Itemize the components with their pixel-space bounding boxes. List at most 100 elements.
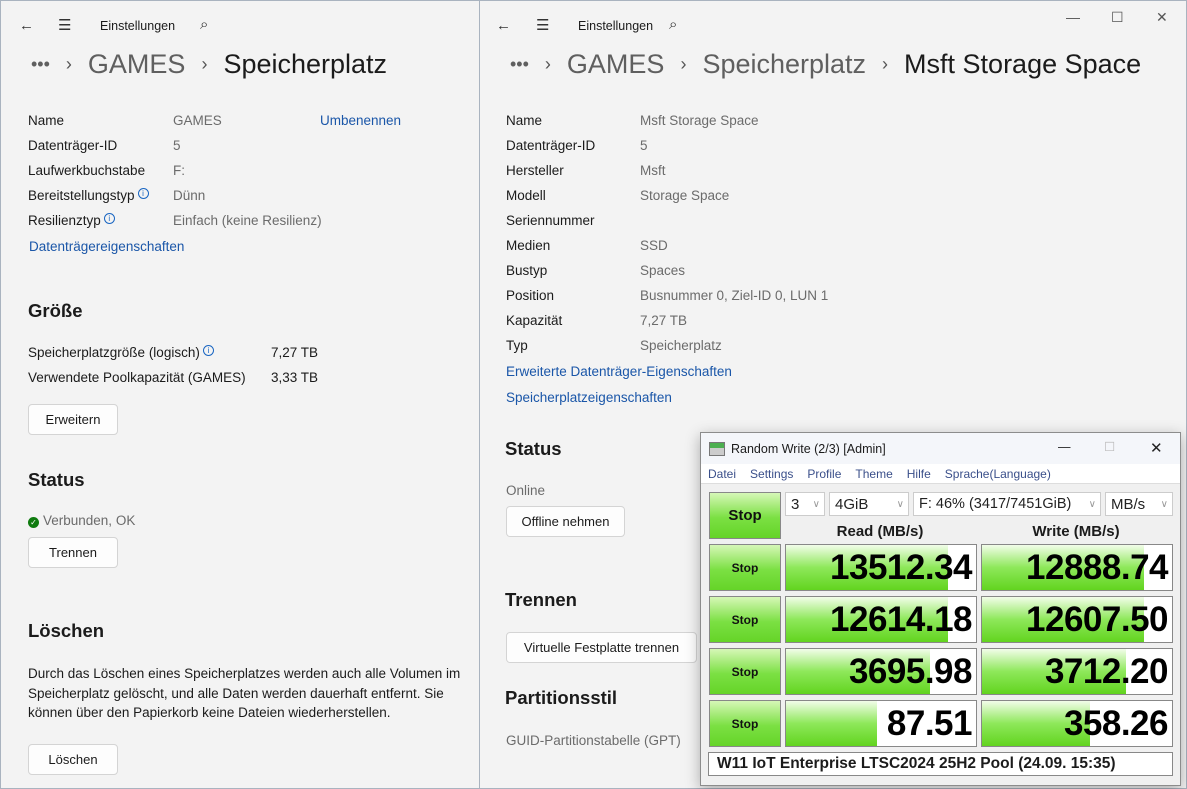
info-icon[interactable]: i <box>137 188 149 199</box>
advanced-disk-properties-link[interactable]: Erweiterte Datenträger-Eigenschaften <box>506 364 732 379</box>
write-value: 12888.74 <box>1026 547 1168 587</box>
prop-label: Medien <box>506 238 551 253</box>
prop-value: GAMES <box>173 113 222 128</box>
menu-bar: Datei Settings Profile Theme Hilfe Sprac… <box>701 464 1180 484</box>
breadcrumb-overflow[interactable]: ••• <box>510 54 529 74</box>
check-icon: ✓ <box>28 517 39 528</box>
menu-theme[interactable]: Theme <box>855 466 893 481</box>
prop-label: Bereitstellungstyp <box>28 188 135 203</box>
read-bar <box>786 545 949 590</box>
prop-label: Hersteller <box>506 163 564 178</box>
test-stop-button[interactable]: Stop <box>709 700 781 747</box>
disconnect-button[interactable]: Trennen <box>28 537 118 568</box>
size-select[interactable]: 4GiB ∨ <box>829 492 909 516</box>
disk-properties-link[interactable]: Datenträgereigenschaften <box>29 239 185 254</box>
menu-datei[interactable]: Datei <box>708 466 737 481</box>
size-value: 4GiB <box>835 495 869 513</box>
breadcrumb: ••• › GAMES › Speicherplatz <box>31 49 388 79</box>
menu-icon[interactable]: ☰ <box>536 17 550 34</box>
prop-value: 7,27 TB <box>640 313 688 328</box>
write-value: 12607.50 <box>1026 599 1168 639</box>
comment-field[interactable]: W11 IoT Enterprise LTSC2024 25H2 Pool (2… <box>708 752 1173 776</box>
back-arrow-icon[interactable]: ← <box>19 17 34 34</box>
test-stop-button[interactable]: Stop <box>709 596 781 643</box>
storage-space-properties-link[interactable]: Speicherplatzeigenschaften <box>506 390 672 405</box>
prop-value: Msft Storage Space <box>640 113 759 128</box>
prop-value: Speicherplatz <box>640 338 722 353</box>
detach-vhd-button[interactable]: Virtuelle Festplatte trennen <box>506 632 697 663</box>
drive-select[interactable]: F: 46% (3417/7451GiB) ∨ <box>913 492 1101 516</box>
read-bar <box>786 649 931 694</box>
close-icon[interactable]: ✕ <box>1156 9 1168 25</box>
chevron-down-icon: ∨ <box>812 498 820 510</box>
prop-label: Datenträger-ID <box>28 138 118 153</box>
close-icon[interactable]: ✕ <box>1150 440 1163 457</box>
menu-profile[interactable]: Profile <box>807 466 842 481</box>
size-value: 3,33 TB <box>271 370 319 385</box>
size-heading: Größe <box>28 300 83 321</box>
write-value: 3712.20 <box>1044 651 1169 691</box>
breadcrumb-games[interactable]: GAMES <box>87 49 186 79</box>
minimize-icon[interactable]: — <box>1058 440 1071 454</box>
prop-label: Datenträger-ID <box>506 138 596 153</box>
prop-value: 5 <box>640 138 648 153</box>
size-label: Verwendete Poolkapazität (GAMES) <box>28 370 246 385</box>
search-icon[interactable]: ⌕ <box>669 16 678 33</box>
expand-button[interactable]: Erweitern <box>28 404 118 435</box>
menu-language[interactable]: Sprache(Language) <box>944 466 1051 481</box>
test-stop-button[interactable]: Stop <box>709 648 781 695</box>
write-result: 358.26 <box>981 700 1173 747</box>
app-title: Einstellungen <box>578 19 654 33</box>
stop-all-button[interactable]: Stop <box>709 492 781 539</box>
app-icon <box>709 441 725 456</box>
back-arrow-icon[interactable]: ← <box>496 17 511 34</box>
info-icon[interactable]: i <box>202 345 214 356</box>
read-header: Read (MB/s) <box>836 523 924 540</box>
prop-label: Seriennummer <box>506 213 595 228</box>
count-select[interactable]: 3 ∨ <box>785 492 825 516</box>
write-bar <box>982 649 1127 694</box>
write-bar <box>982 545 1144 590</box>
delete-button[interactable]: Löschen <box>28 744 118 775</box>
prop-value: Busnummer 0, Ziel-ID 0, LUN 1 <box>640 288 829 303</box>
drive-value: F: 46% (3417/7451GiB) <box>919 496 1072 512</box>
menu-settings[interactable]: Settings <box>750 466 794 481</box>
prop-label: Name <box>506 113 543 128</box>
write-value: 358.26 <box>1063 703 1169 743</box>
chevron-down-icon: ∨ <box>896 498 904 510</box>
minimize-icon[interactable]: — <box>1066 9 1080 25</box>
breadcrumb-games[interactable]: GAMES <box>566 49 665 79</box>
window-title: Random Write (2/3) [Admin] <box>731 441 886 456</box>
breadcrumb-overflow[interactable]: ••• <box>31 54 50 74</box>
read-value: 87.51 <box>886 703 973 743</box>
prop-value: Einfach (keine Resilienz) <box>173 213 322 228</box>
page-title: Speicherplatz <box>223 49 388 79</box>
settings-window-left: ← ☰ Einstellungen ⌕ ••• › GAMES › Speicher… <box>0 0 480 789</box>
prop-value: 5 <box>173 138 181 153</box>
unit-select[interactable]: MB/s ∨ <box>1105 492 1173 516</box>
prop-value: F: <box>173 163 185 178</box>
menu-hilfe[interactable]: Hilfe <box>906 466 931 481</box>
prop-label: Position <box>506 288 555 303</box>
prop-label: Laufwerkbuchstabe <box>28 163 146 178</box>
read-result: 3695.98 <box>785 648 977 695</box>
delete-heading: Löschen <box>28 620 105 641</box>
chevron-down-icon: ∨ <box>1160 498 1168 510</box>
status-heading: Status <box>28 469 85 490</box>
take-offline-button[interactable]: Offline nehmen <box>506 506 625 537</box>
write-header: Write (MB/s) <box>1032 523 1120 540</box>
read-value: 13512.34 <box>830 547 972 587</box>
chevron-down-icon: ∨ <box>1088 498 1096 510</box>
rename-link[interactable]: Umbenennen <box>320 113 402 128</box>
breadcrumb-storage-space[interactable]: Speicherplatz <box>702 49 867 79</box>
info-icon[interactable]: i <box>103 213 115 224</box>
menu-icon[interactable]: ☰ <box>58 17 72 34</box>
app-title: Einstellungen <box>100 19 176 33</box>
title-bar: Random Write (2/3) [Admin] — ☐ ✕ <box>701 433 1180 464</box>
write-result: 3712.20 <box>981 648 1173 695</box>
search-icon[interactable]: ⌕ <box>200 16 209 33</box>
prop-label: Resilienztyp <box>28 213 101 228</box>
maximize-icon[interactable]: ☐ <box>1104 440 1116 454</box>
test-stop-button[interactable]: Stop <box>709 544 781 591</box>
maximize-icon[interactable]: ☐ <box>1111 9 1124 25</box>
